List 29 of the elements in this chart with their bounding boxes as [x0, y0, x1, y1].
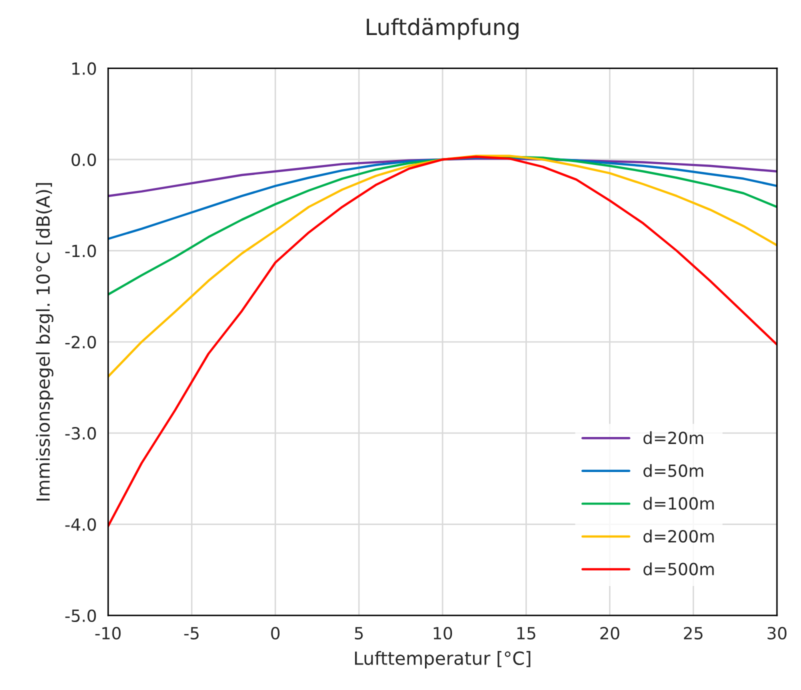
x-tick-label: -10	[95, 626, 121, 640]
line-series	[108, 156, 777, 240]
x-tick-label: 10	[434, 626, 452, 640]
chart-title: Luftdämpfung	[366, 18, 518, 40]
x-tick-label: 0	[271, 626, 280, 640]
x-tick-label: 15	[517, 627, 536, 640]
legend-label: d=100m	[643, 496, 714, 510]
y-tick-label: 1.0	[72, 62, 96, 75]
x-tick-label: 5	[354, 627, 363, 640]
line-series	[108, 156, 777, 296]
line-series	[108, 157, 777, 198]
x-tick-label: 20	[600, 626, 620, 640]
legend-label: d=500m	[643, 562, 714, 576]
y-axis-title: Immissionspegel bzgl. 10°C [dB(A)]	[36, 183, 54, 501]
y-tick-label: -2.0	[65, 336, 96, 348]
y-tick-label: -5.0	[65, 609, 96, 622]
y-tick-label: -3.0	[65, 427, 96, 440]
x-tick-label: 30	[768, 626, 786, 640]
y-tick-label: -4.0	[65, 518, 96, 531]
legend-label: d=20m	[643, 431, 704, 444]
legend-label: d=50m	[643, 464, 704, 477]
x-axis-title: Lufttemperatur [°C]	[355, 651, 530, 669]
legend-label: d=200m	[643, 530, 714, 543]
x-tick-label: 25	[684, 626, 703, 640]
y-tick-label: 0.0	[72, 153, 96, 166]
line-series	[108, 156, 777, 528]
line-series	[108, 154, 777, 378]
y-tick-label: -1.0	[65, 244, 96, 258]
x-tick-label: -5	[184, 627, 199, 640]
